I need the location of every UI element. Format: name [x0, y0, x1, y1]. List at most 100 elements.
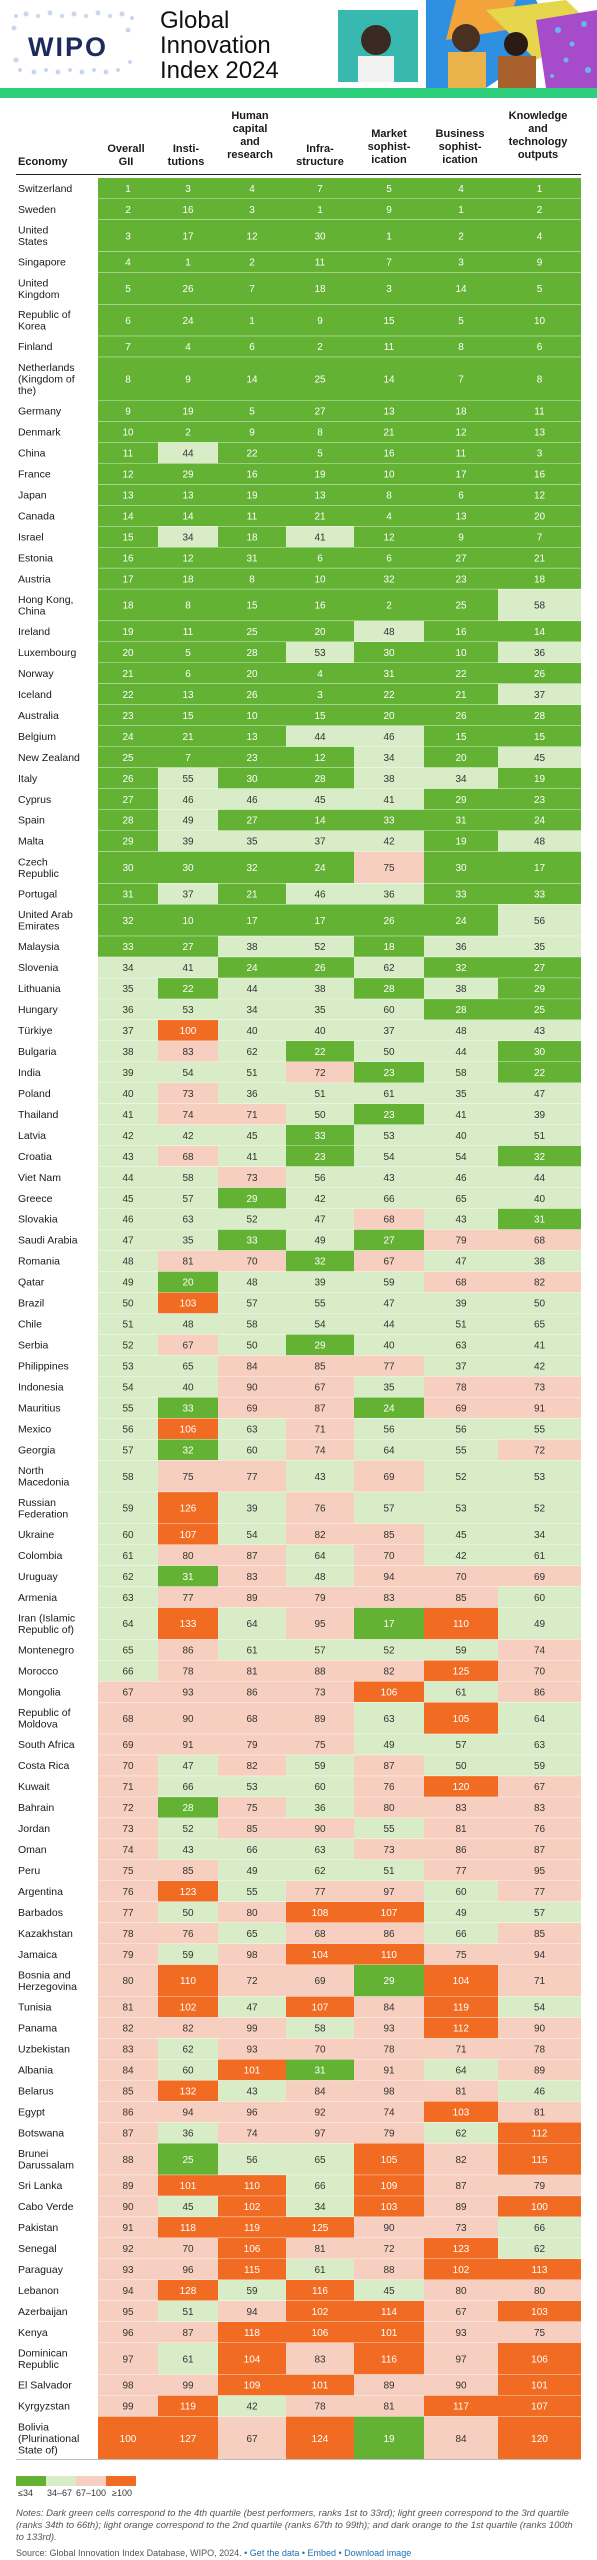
- rank-cell: [354, 304, 424, 337]
- rank-value: 54: [246, 1530, 258, 1541]
- rank-value: 87: [122, 2128, 134, 2139]
- rank-cell: [354, 2196, 424, 2218]
- rank-cell: [286, 1996, 354, 2018]
- rank-cell: [424, 1061, 498, 1083]
- rank-cell: [286, 2175, 354, 2197]
- rank-cell: [98, 400, 158, 422]
- rank-value: 86: [122, 2107, 134, 2118]
- economy-name: Uruguay: [18, 1571, 58, 1583]
- rank-value: 106: [180, 1424, 197, 1435]
- rank-cell: [286, 251, 354, 273]
- rank-value: 3: [249, 205, 255, 216]
- rank-cell: [424, 2416, 498, 2460]
- rank-cell: [286, 2217, 354, 2239]
- rank-cell: [354, 1492, 424, 1524]
- rank-cell: [218, 1418, 286, 1440]
- table-row: Saudi Arabia 47 35 33 49 27 79 68: [16, 1229, 581, 1252]
- rank-cell: [498, 1187, 581, 1209]
- rank-value: 58: [314, 2024, 326, 2035]
- economy-name: Finland: [18, 341, 53, 353]
- rank-cell: [354, 2416, 424, 2460]
- rank-cell: [498, 621, 581, 643]
- rank-value: 51: [182, 2307, 194, 2318]
- rank-value: 64: [246, 1619, 258, 1630]
- economy-name: Saudi Arabia: [18, 1235, 78, 1247]
- rank-cell: [354, 505, 424, 527]
- rank-cell: [158, 1020, 218, 1042]
- table-row: Belarus 85 132 43 84 98 81 46: [16, 2080, 581, 2102]
- rank-cell: [424, 2038, 498, 2060]
- rank-cell: [286, 2300, 354, 2322]
- rank-cell: [158, 1292, 218, 1314]
- rank-value: 51: [246, 1068, 258, 1079]
- rank-cell: [286, 463, 354, 485]
- rank-value: 74: [383, 2107, 395, 2118]
- rank-value: 1: [185, 258, 191, 269]
- rank-value: 41: [534, 1341, 546, 1352]
- rank-cell: [218, 1586, 286, 1608]
- rank-cell: [424, 683, 498, 705]
- table-row: Iran (Islamic Republic of) 64 133 64 95 17 110 4…: [16, 1607, 581, 1640]
- rank-cell: [424, 2122, 498, 2144]
- economy-name: France: [18, 468, 51, 480]
- economy-name: Canada: [18, 510, 55, 522]
- rank-value: 54: [182, 1068, 194, 1079]
- rank-value: 35: [122, 984, 134, 995]
- rank-value: 16: [182, 205, 194, 216]
- rank-value: 64: [534, 1714, 546, 1725]
- rank-value: 105: [453, 1714, 470, 1725]
- rank-value: 43: [534, 1026, 546, 1037]
- rank-cell: [218, 788, 286, 810]
- rank-value: 51: [122, 1320, 134, 1331]
- rank-cell: [158, 2279, 218, 2301]
- rank-cell: [98, 1586, 158, 1608]
- rank-value: 61: [314, 2265, 326, 2276]
- rank-value: 82: [534, 1278, 546, 1289]
- rank-cell: [98, 421, 158, 443]
- rank-value: 10: [534, 316, 546, 327]
- rank-cell: [354, 999, 424, 1021]
- rank-cell: [98, 1860, 158, 1881]
- rank-value: 70: [383, 1551, 395, 1562]
- economy-name: Philippines: [18, 1361, 69, 1373]
- rank-value: 82: [314, 1530, 326, 1541]
- rank-value: 52: [314, 942, 326, 953]
- rank-cell: [498, 1996, 581, 2018]
- rank-cell: [158, 788, 218, 810]
- rank-cell: [218, 1607, 286, 1640]
- rank-cell: [98, 809, 158, 831]
- data-links[interactable]: • Get the data • Embed • Download image: [244, 2548, 412, 2558]
- rank-cell: [424, 178, 498, 199]
- economy-name: Cabo Verde: [18, 2201, 74, 2213]
- rank-value: 20: [455, 753, 467, 764]
- rank-cell: [424, 2321, 498, 2343]
- rank-value: 12: [182, 553, 194, 564]
- rank-value: 88: [122, 2155, 134, 2166]
- rank-value: 89: [383, 2381, 395, 2392]
- rank-value: 73: [246, 1173, 258, 1184]
- rank-value: 43: [122, 1152, 134, 1163]
- rank-cell: [286, 1607, 354, 1640]
- rank-cell: [218, 957, 286, 979]
- rank-value: 45: [383, 2286, 395, 2297]
- rank-value: 81: [122, 2003, 134, 2014]
- table-row: Peru 75 85 49 62 51 77 95: [16, 1860, 581, 1882]
- rank-value: 42: [534, 1362, 546, 1373]
- rank-value: 27: [455, 553, 467, 564]
- rank-cell: [424, 1964, 498, 1997]
- rank-cell: [158, 1776, 218, 1798]
- legend-label-q3: 67–100: [76, 2488, 107, 2498]
- rank-cell: [218, 304, 286, 337]
- header-rule: [16, 174, 581, 175]
- rank-value: 38: [314, 984, 326, 995]
- rank-cell: [286, 767, 354, 789]
- economy-name: Luxembourg: [18, 647, 77, 659]
- rank-value: 62: [314, 1866, 326, 1877]
- rank-value: 44: [383, 1320, 395, 1331]
- rank-value: 106: [381, 1687, 398, 1698]
- rank-cell: [354, 1208, 424, 1230]
- economy-name: Republic of Korea: [18, 309, 71, 333]
- rank-cell: [498, 1103, 581, 1125]
- column-header-infrastructure: Infra- structure: [296, 143, 344, 168]
- table-row: Philippines 53 65 84 85 77 37 42: [16, 1355, 581, 1377]
